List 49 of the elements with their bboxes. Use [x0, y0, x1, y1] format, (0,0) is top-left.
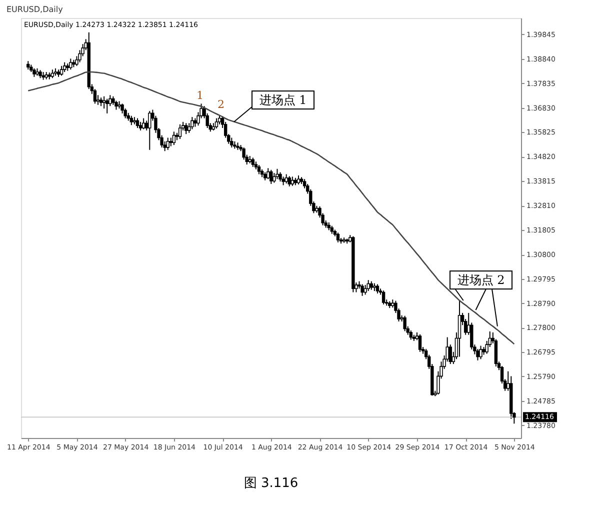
candlestick: [376, 284, 380, 294]
candlestick: [148, 110, 152, 150]
candlestick: [130, 115, 134, 126]
candlestick: [270, 169, 273, 184]
candlestick: [190, 116, 194, 130]
candlestick: [382, 290, 386, 305]
candlestick: [102, 96, 106, 110]
candlestick: [476, 348, 480, 361]
annotation: 进场点 2: [457, 273, 505, 287]
candlestick: [366, 280, 370, 292]
candlestick: [296, 174, 300, 185]
candlestick: [242, 146, 246, 160]
candlestick: [136, 118, 140, 128]
candlestick: [418, 334, 422, 352]
candlestick: [142, 118, 146, 130]
candlestick: [166, 137, 170, 150]
candlestick: [230, 137, 234, 148]
candlestick: [266, 168, 270, 180]
candlestick: [403, 315, 406, 332]
candlestick: [479, 345, 482, 360]
candlestick: [96, 94, 100, 106]
candlestick: [272, 172, 276, 184]
candlestick: [336, 232, 340, 243]
candlestick: [62, 62, 66, 73]
candlestick: [251, 157, 255, 168]
candlestick: [114, 100, 118, 110]
candlestick: [178, 124, 182, 140]
candlestick: [257, 164, 261, 175]
candlestick: [172, 131, 176, 146]
candlestick: [60, 65, 64, 76]
candlestick: [364, 284, 367, 296]
candlestick: [69, 58, 72, 70]
candlestick: [409, 330, 412, 340]
annotation: 1: [196, 89, 204, 102]
annotation: 进场点 1: [259, 93, 307, 107]
caption: 图 3.116: [244, 476, 298, 491]
annotation: 2: [218, 98, 224, 111]
line-series: [27, 71, 515, 345]
chart-title: EURUSD,Daily: [6, 5, 64, 14]
candlestick: [184, 122, 188, 135]
candlestick: [214, 118, 218, 129]
candlestick: [276, 168, 279, 180]
candlestick: [290, 176, 294, 186]
candlestick: [288, 176, 291, 187]
candlestick: [106, 98, 109, 114]
candlestick: [360, 284, 364, 296]
candlestick: [278, 172, 282, 182]
candlestick: [458, 300, 462, 358]
candlestick: [284, 174, 288, 184]
